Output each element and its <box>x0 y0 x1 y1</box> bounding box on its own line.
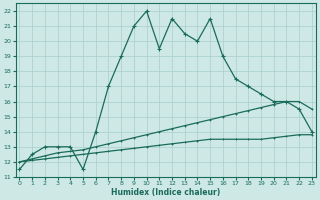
X-axis label: Humidex (Indice chaleur): Humidex (Indice chaleur) <box>111 188 220 197</box>
